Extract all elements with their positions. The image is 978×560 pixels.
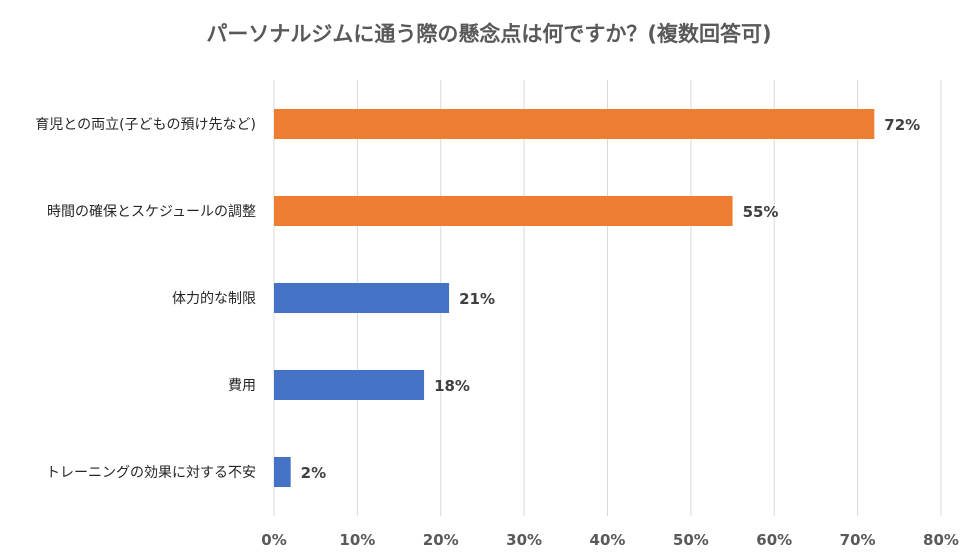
category-label: 体力的な制限: [172, 291, 256, 307]
bar: [274, 196, 733, 226]
category-label: 育児との両立(子どもの預け先など): [35, 117, 256, 133]
data-label: 18%: [434, 377, 470, 395]
x-tick-label: 30%: [506, 531, 542, 549]
value-labels: 72% 55% 21% 18% 2%: [301, 116, 921, 482]
category-label: 時間の確保とスケジュールの調整: [47, 204, 256, 220]
data-label: 2%: [301, 464, 326, 482]
bar: [274, 370, 425, 400]
x-tick-label: 60%: [756, 531, 792, 549]
data-label: 72%: [884, 116, 920, 134]
x-tick-label: 40%: [590, 531, 626, 549]
x-tick-label: 10%: [339, 531, 375, 549]
x-tick-label: 0%: [261, 531, 286, 549]
x-tick-label: 80%: [923, 531, 959, 549]
x-tick-label: 50%: [673, 531, 709, 549]
data-label: 55%: [743, 203, 779, 221]
category-label: トレーニングの効果に対する不安: [46, 465, 256, 481]
x-tick-label: 70%: [840, 531, 876, 549]
bar: [274, 457, 291, 487]
bars: [274, 109, 875, 487]
bar: [274, 109, 875, 139]
bar: [274, 283, 450, 313]
category-labels: 育児との両立(子どもの預け先など) 時間の確保とスケジュールの調整体力的な制限費用…: [35, 117, 256, 481]
x-axis-tick-labels: 0% 10% 20% 30% 40% 50% 60% 70% 80%: [261, 531, 959, 549]
category-label: 費用: [228, 378, 256, 394]
chart-title: パーソナルジムに通う際の懸念点は何ですか？(複数回答可): [206, 22, 772, 46]
data-label: 21%: [459, 290, 495, 308]
x-tick-label: 20%: [423, 531, 459, 549]
